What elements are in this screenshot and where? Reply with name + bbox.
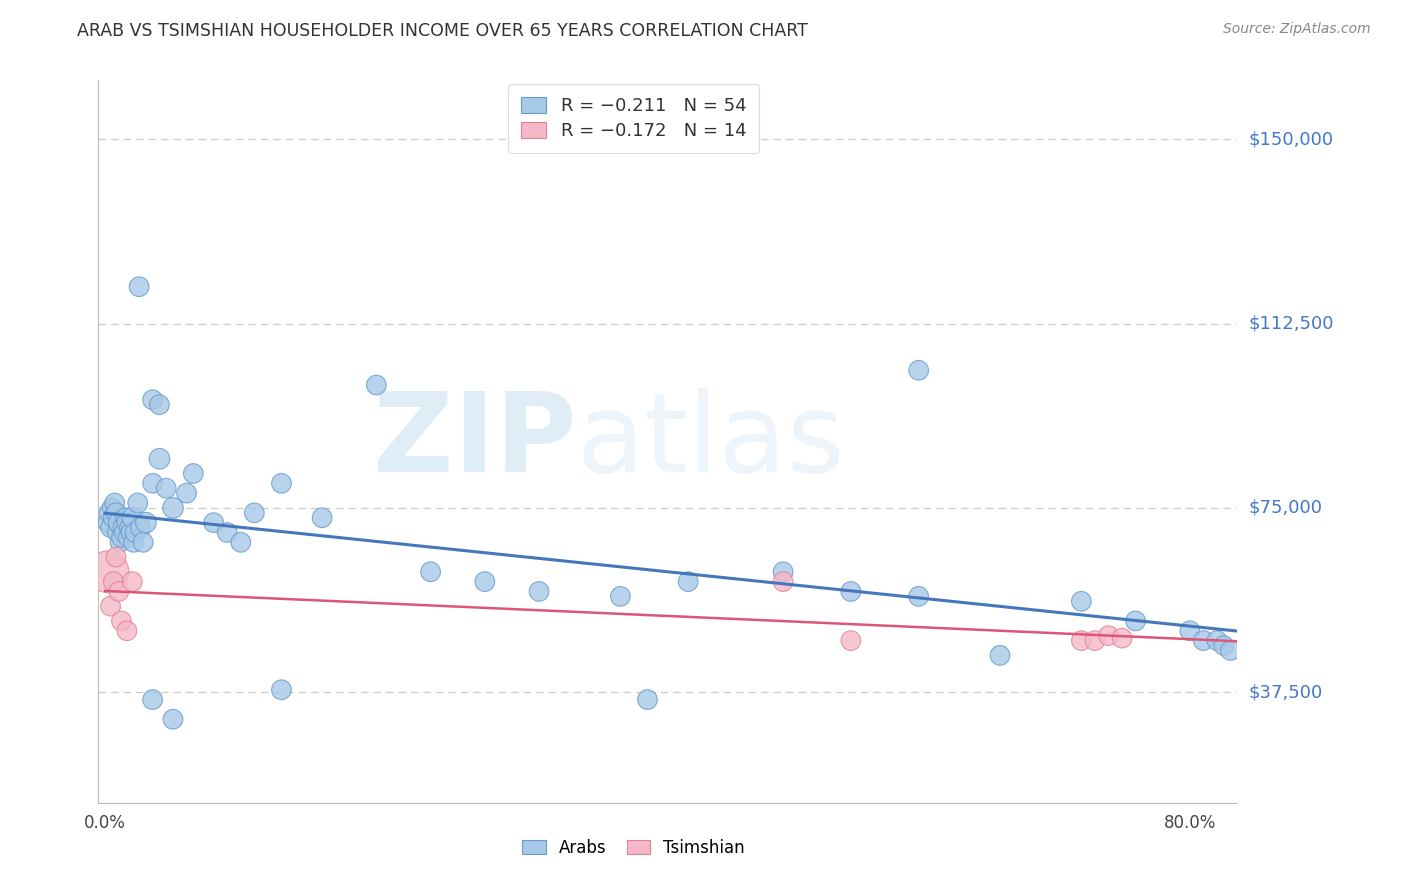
Point <box>217 525 239 540</box>
Point <box>105 549 128 564</box>
Point <box>162 500 184 515</box>
Point <box>270 476 292 491</box>
Point <box>114 510 136 524</box>
Text: atlas: atlas <box>576 388 845 495</box>
Point <box>115 624 138 638</box>
Point <box>127 496 149 510</box>
Point <box>1097 629 1119 643</box>
Text: ZIP: ZIP <box>374 388 576 495</box>
Point <box>229 535 252 549</box>
Point <box>105 506 128 520</box>
Point <box>527 584 550 599</box>
Point <box>128 279 150 293</box>
Legend: Arabs, Tsimshian: Arabs, Tsimshian <box>512 829 755 867</box>
Point <box>202 516 225 530</box>
Point <box>117 530 139 544</box>
Point <box>148 398 170 412</box>
Point <box>111 520 134 534</box>
Point <box>122 535 145 549</box>
Point <box>124 525 146 540</box>
Point <box>120 525 142 540</box>
Text: $150,000: $150,000 <box>1249 130 1333 148</box>
Point <box>1125 614 1147 628</box>
Point <box>907 590 929 604</box>
Point <box>155 481 177 495</box>
Point <box>1070 594 1092 608</box>
Text: Source: ZipAtlas.com: Source: ZipAtlas.com <box>1223 22 1371 37</box>
Point <box>311 510 333 524</box>
Point <box>142 392 165 407</box>
Point <box>637 692 659 706</box>
Text: ARAB VS TSIMSHIAN HOUSEHOLDER INCOME OVER 65 YEARS CORRELATION CHART: ARAB VS TSIMSHIAN HOUSEHOLDER INCOME OVE… <box>77 22 808 40</box>
Point <box>366 378 388 392</box>
Point <box>110 530 132 544</box>
Text: $75,000: $75,000 <box>1249 499 1323 516</box>
Point <box>1084 633 1107 648</box>
Point <box>988 648 1011 663</box>
Point <box>839 633 862 648</box>
Point <box>1070 633 1092 648</box>
Point <box>243 506 266 520</box>
Point <box>676 574 699 589</box>
Point <box>135 516 157 530</box>
Point <box>107 525 129 540</box>
Point <box>176 486 198 500</box>
Text: $112,500: $112,500 <box>1249 315 1334 333</box>
Point <box>1212 639 1234 653</box>
Point <box>609 590 631 604</box>
Point <box>1111 631 1133 645</box>
Point <box>115 516 138 530</box>
Point <box>148 451 170 466</box>
Point <box>108 535 131 549</box>
Point <box>270 682 292 697</box>
Point <box>100 599 122 614</box>
Point <box>112 525 135 540</box>
Point <box>121 510 143 524</box>
Point <box>98 506 121 520</box>
Point <box>107 584 129 599</box>
Point <box>121 574 143 589</box>
Point <box>129 520 152 534</box>
Point <box>97 565 120 579</box>
Point <box>907 363 929 377</box>
Point <box>839 584 862 599</box>
Point <box>162 712 184 726</box>
Text: $37,500: $37,500 <box>1249 683 1323 701</box>
Point <box>100 520 122 534</box>
Point <box>118 520 141 534</box>
Point <box>183 467 205 481</box>
Point <box>103 574 125 589</box>
Point <box>103 510 125 524</box>
Point <box>110 614 132 628</box>
Point <box>101 500 124 515</box>
Point <box>132 535 155 549</box>
Point <box>772 574 794 589</box>
Point <box>1206 633 1229 648</box>
Point <box>142 692 165 706</box>
Point <box>1219 643 1241 657</box>
Point <box>97 516 120 530</box>
Point <box>1192 633 1215 648</box>
Point <box>474 574 496 589</box>
Point <box>142 476 165 491</box>
Point <box>1178 624 1201 638</box>
Point <box>419 565 441 579</box>
Point <box>107 516 129 530</box>
Point <box>772 565 794 579</box>
Point <box>104 496 127 510</box>
